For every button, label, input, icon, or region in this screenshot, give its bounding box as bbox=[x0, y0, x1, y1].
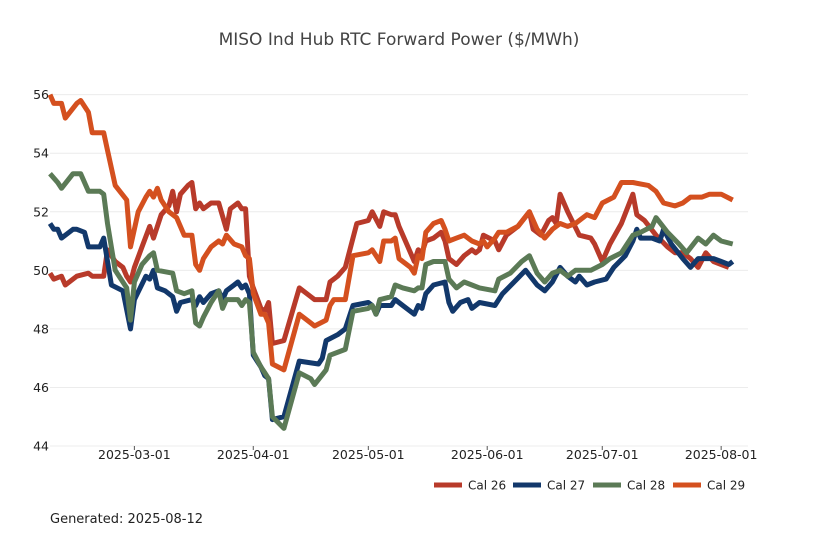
x-tick-label: 2025-03-01 bbox=[98, 447, 171, 462]
legend: Cal 26 Cal 27 Cal 28 Cal 29 bbox=[434, 479, 745, 493]
series-line-cal-26 bbox=[47, 180, 730, 346]
series-line-cal-28 bbox=[48, 171, 734, 431]
x-tick-label: 2025-07-01 bbox=[566, 447, 639, 462]
y-axis: 44 46 48 50 52 54 56 bbox=[33, 87, 49, 453]
x-tick-label: 2025-06-01 bbox=[451, 447, 524, 462]
x-tick-label: 2025-04-01 bbox=[217, 447, 290, 462]
plot-area bbox=[47, 93, 735, 431]
legend-label: Cal 26 bbox=[468, 479, 506, 493]
series-line-cal-29 bbox=[47, 93, 734, 373]
y-tick-label: 54 bbox=[33, 146, 49, 161]
y-tick-label: 48 bbox=[33, 321, 49, 336]
legend-label: Cal 29 bbox=[707, 479, 745, 493]
x-tick-label: 2025-05-01 bbox=[332, 447, 405, 462]
x-axis: 2025-03-01 2025-04-01 2025-05-01 2025-06-01… bbox=[98, 446, 757, 462]
x-tick-label: 2025-08-01 bbox=[685, 447, 758, 462]
y-tick-label: 56 bbox=[33, 87, 49, 102]
legend-label: Cal 27 bbox=[547, 479, 585, 493]
y-tick-label: 50 bbox=[33, 263, 49, 278]
chart-title: MISO Ind Hub RTC Forward Power ($/MWh) bbox=[219, 30, 580, 50]
legend-label: Cal 28 bbox=[627, 479, 665, 493]
y-tick-label: 44 bbox=[33, 439, 49, 454]
y-tick-label: 52 bbox=[33, 204, 49, 219]
generated-label: Generated: 2025-08-12 bbox=[50, 512, 204, 527]
y-tick-label: 46 bbox=[33, 380, 49, 395]
